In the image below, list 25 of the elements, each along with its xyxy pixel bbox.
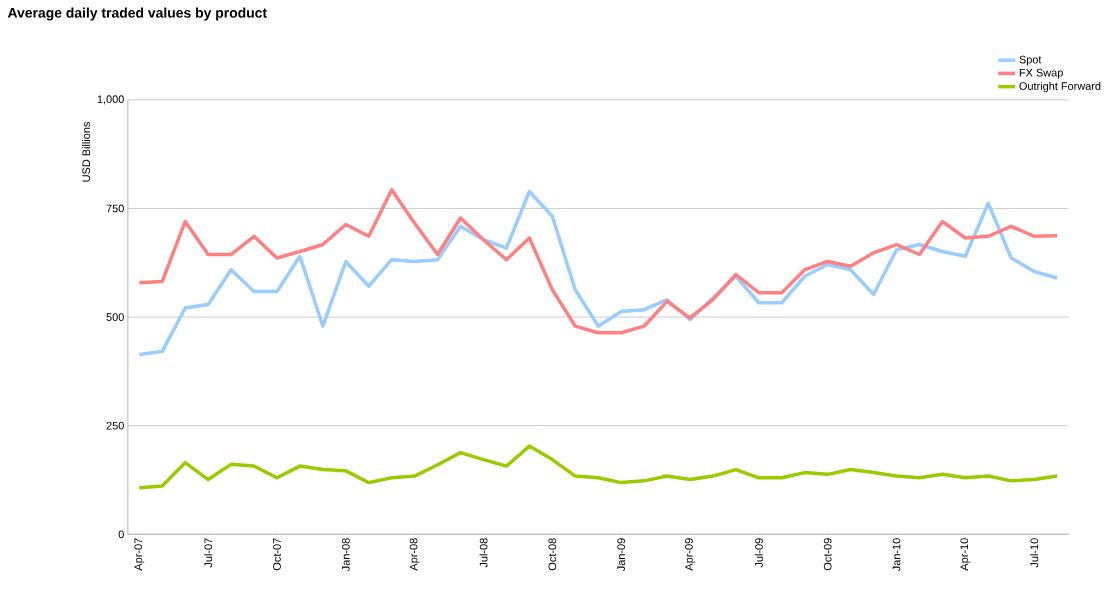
x-tick-label: Jan-10 bbox=[892, 538, 901, 571]
x-tick-label: Jul-09 bbox=[754, 538, 763, 568]
x-tick-label: Apr-09 bbox=[685, 538, 695, 571]
x-tick-label: Oct-09 bbox=[823, 538, 832, 571]
y-tick-label: 250 bbox=[106, 421, 124, 430]
x-tick-label: Apr-07 bbox=[134, 538, 145, 571]
x-tick-label: Oct-08 bbox=[548, 538, 557, 571]
x-tick-label: Jul-07 bbox=[204, 538, 213, 568]
y-axis-title: USD Billions bbox=[82, 121, 91, 182]
x-tick-label: Jan-09 bbox=[617, 538, 626, 571]
y-tick-label: 0 bbox=[118, 530, 124, 539]
chart-title: Average daily traded values by product bbox=[7, 7, 267, 21]
x-tick-label: Jan-08 bbox=[341, 538, 350, 571]
line-series bbox=[137, 444, 1059, 490]
x-tick-label: Jul-08 bbox=[479, 538, 488, 568]
x-tick-label: Apr-08 bbox=[409, 538, 420, 571]
y-tick-label: 1,000 bbox=[97, 95, 124, 105]
y-tick-label: 750 bbox=[106, 204, 124, 213]
legend-label: Spot bbox=[1019, 55, 1042, 66]
legend-label: FX Swap bbox=[1019, 68, 1063, 79]
x-tick-label: Jul-10 bbox=[1030, 538, 1039, 568]
x-tick-label: Oct-07 bbox=[273, 538, 281, 571]
legend-label: Outright Forward bbox=[1019, 81, 1101, 93]
x-tick-label: Apr-10 bbox=[960, 538, 971, 571]
y-tick-label: 500 bbox=[106, 313, 124, 321]
